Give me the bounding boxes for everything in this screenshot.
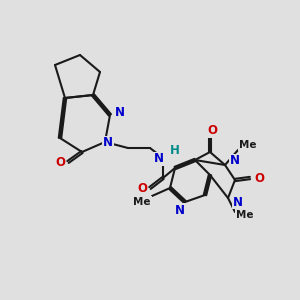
Text: Me: Me xyxy=(133,197,151,207)
Text: N: N xyxy=(115,106,125,118)
Text: O: O xyxy=(55,155,65,169)
Text: N: N xyxy=(233,196,243,208)
Text: O: O xyxy=(137,182,147,196)
Text: N: N xyxy=(154,152,164,166)
Text: Me: Me xyxy=(239,140,257,150)
Text: H: H xyxy=(170,143,180,157)
Text: N: N xyxy=(175,203,185,217)
Text: O: O xyxy=(207,124,217,137)
Text: Me: Me xyxy=(236,210,254,220)
Text: N: N xyxy=(230,154,240,167)
Text: N: N xyxy=(103,136,113,149)
Text: O: O xyxy=(254,172,264,184)
